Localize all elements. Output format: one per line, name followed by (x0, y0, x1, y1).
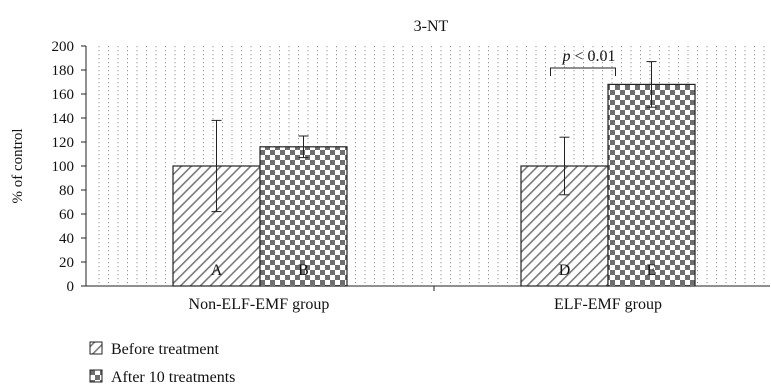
bar (607, 83, 696, 287)
bar-labels: A DB E (211, 262, 657, 279)
legend-swatch-after (89, 369, 103, 383)
bar-label: A (211, 262, 223, 279)
y-tick-label: 80 (59, 183, 74, 199)
y-tick-label: 200 (52, 39, 75, 55)
p-rest: < 0.01 (570, 48, 615, 65)
bar-label: B (298, 262, 309, 279)
y-tick-label: 40 (59, 231, 74, 247)
legend-item-after: After 10 treatments (89, 369, 235, 386)
y-tick-label: 180 (52, 63, 75, 79)
y-tick-label: 60 (59, 207, 74, 223)
y-tick-label: 140 (52, 111, 75, 127)
y-ticks: 0 20 40 60 80 100 120 140 160 180 200 (52, 39, 86, 295)
chart-title: 3-NT (414, 18, 449, 35)
y-tick-label: 160 (52, 87, 75, 103)
p-value-label: p < 0.01 (561, 48, 615, 65)
y-axis-label: % of control (10, 129, 26, 204)
legend-label-before: Before treatment (111, 341, 220, 358)
significance-bracket (550, 67, 616, 76)
error-bars (211, 61, 657, 213)
legend-swatch-before (89, 341, 103, 355)
legend-label-after: After 10 treatments (111, 369, 235, 386)
p-italic: p (561, 48, 570, 65)
y-tick-label: 0 (67, 279, 75, 295)
y-tick-label: 120 (52, 135, 75, 151)
significance-annotation: p < 0.01 (550, 48, 616, 76)
y-tick-label: 100 (52, 159, 75, 175)
x-category-label-1: Non-ELF-EMF group (189, 296, 330, 313)
x-category-label-2: ELF-EMF group (554, 296, 662, 313)
bar-label: D (559, 262, 571, 279)
legend-item-before: Before treatment (89, 341, 220, 358)
y-tick-label: 20 (59, 255, 74, 271)
legend: Before treatment After 10 treatments (89, 341, 235, 386)
bar-label: E (647, 262, 657, 279)
